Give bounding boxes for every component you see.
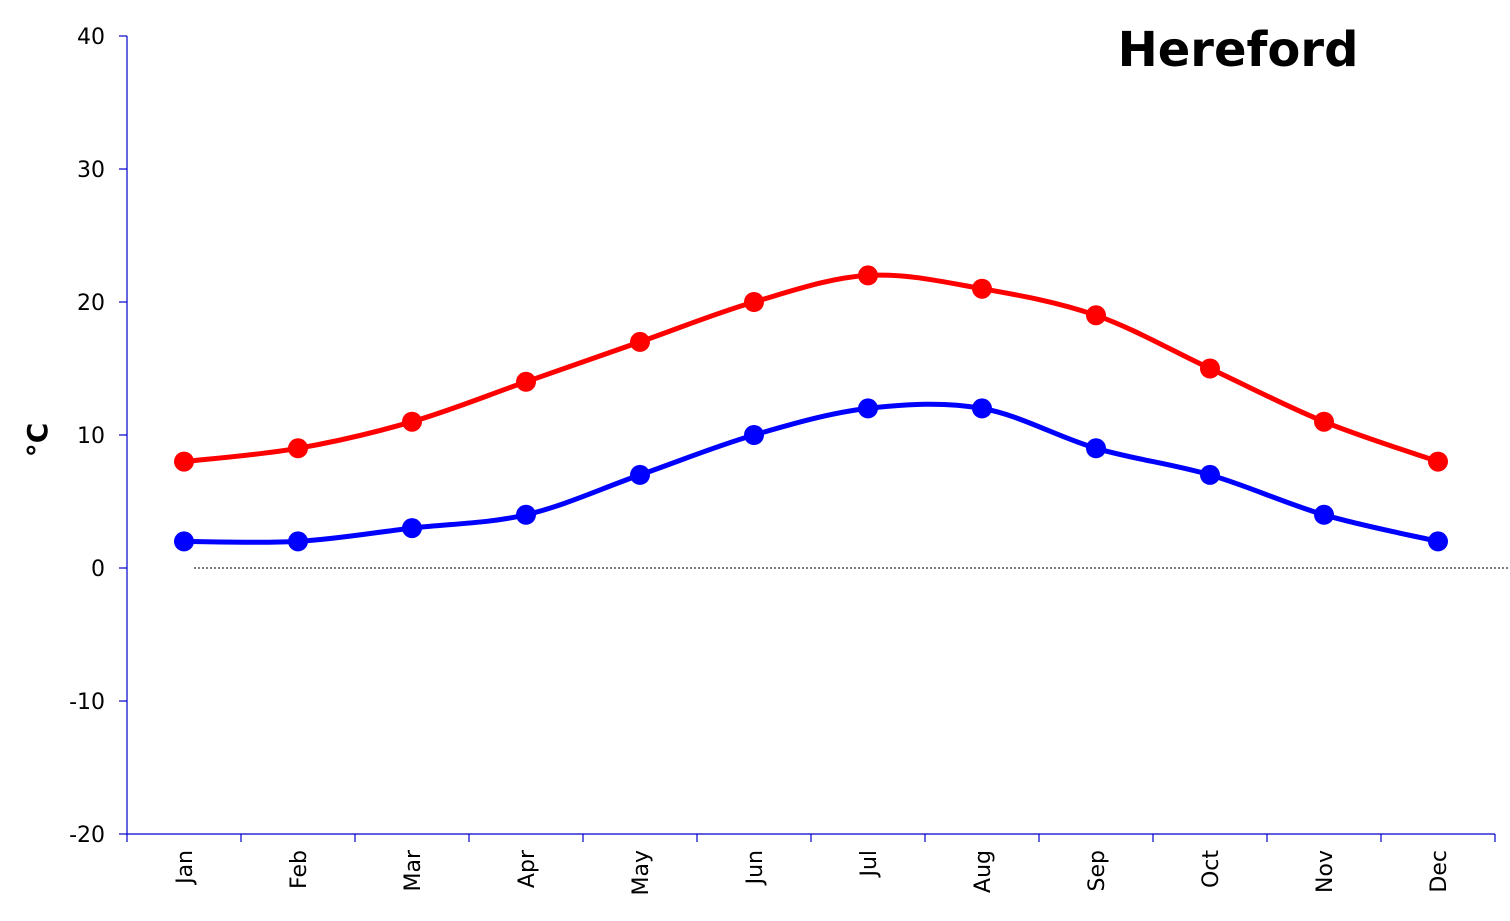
data-point-jun: [744, 292, 764, 312]
y-tick-label: 20: [77, 291, 105, 316]
x-tick-label-oct: Oct: [1199, 850, 1224, 888]
data-point-mar: [402, 411, 422, 432]
data-point-jan: [174, 451, 194, 472]
series-group: [174, 265, 1448, 552]
data-point-may: [630, 464, 650, 485]
data-point-nov: [1314, 411, 1334, 432]
data-point-jul: [858, 265, 878, 286]
data-point-apr: [516, 504, 536, 525]
x-tick-label-jun: Jun: [743, 850, 768, 886]
y-tick-label: 0: [91, 557, 105, 582]
x-tick-label-nov: Nov: [1313, 850, 1338, 893]
y-tick-label: 10: [77, 424, 105, 449]
y-tick-label: 40: [77, 25, 105, 50]
data-point-mar: [402, 518, 422, 539]
y-axis-title: °C: [21, 423, 54, 458]
data-point-feb: [288, 438, 308, 459]
x-tick-label-dec: Dec: [1427, 850, 1452, 893]
data-point-dec: [1428, 531, 1448, 552]
data-point-nov: [1314, 504, 1334, 525]
data-point-jan: [174, 531, 194, 552]
data-point-aug: [972, 398, 992, 419]
data-point-may: [630, 331, 650, 352]
data-point-oct: [1200, 358, 1220, 379]
data-point-sep: [1086, 305, 1106, 326]
x-tick-label-aug: Aug: [971, 850, 996, 893]
data-point-jun: [744, 425, 764, 445]
x-tick-label-mar: Mar: [401, 849, 426, 891]
series-line: [181, 401, 1441, 545]
y-tick-label: -20: [69, 823, 105, 848]
x-tick-label-jan: Jan: [173, 850, 198, 886]
y-tick-label: 30: [77, 158, 105, 183]
chart-title: Hereford: [1118, 22, 1359, 78]
x-tick-label-feb: Feb: [287, 850, 312, 889]
data-point-feb: [288, 531, 308, 552]
data-point-jul: [858, 398, 878, 419]
x-tick-label-may: May: [629, 850, 654, 895]
data-point-dec: [1428, 451, 1448, 472]
data-point-apr: [516, 371, 536, 392]
axes: -20 -10 0 10 20 30 40 Jan Feb Mar Apr May Jun Jul Aug S…: [69, 25, 1496, 895]
y-tick-label: -10: [69, 690, 105, 715]
series-line: [181, 272, 1441, 465]
x-tick-label-apr: Apr: [515, 849, 540, 888]
data-point-sep: [1086, 438, 1106, 459]
data-point-aug: [972, 278, 992, 299]
series-0: [174, 265, 1448, 472]
data-point-oct: [1200, 464, 1220, 485]
x-tick-label-sep: Sep: [1085, 850, 1110, 891]
series-1: [174, 398, 1448, 552]
x-tick-label-jul: Jul: [857, 850, 882, 879]
